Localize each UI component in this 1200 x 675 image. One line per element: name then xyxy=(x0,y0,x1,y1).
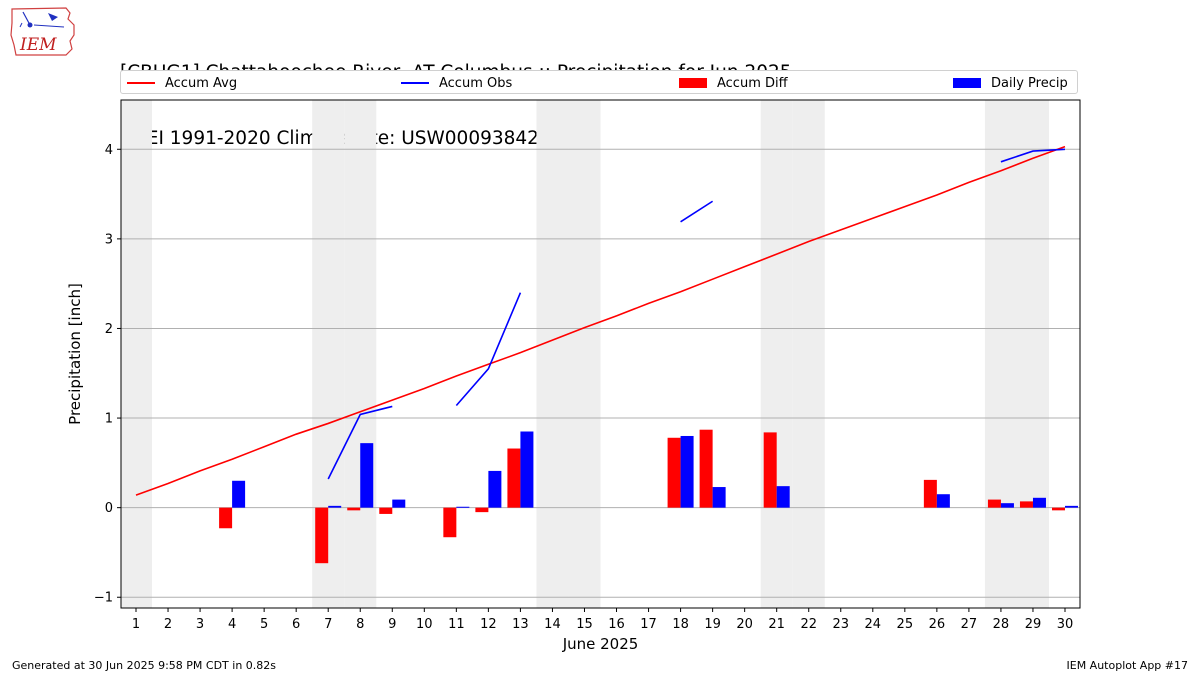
tick-label-x-6: 6 xyxy=(292,617,300,632)
bar-accum-diff-21 xyxy=(763,432,777,508)
y-axis-label: Precipitation [inch] xyxy=(66,283,84,425)
tick-label-x-7: 7 xyxy=(324,617,332,632)
tick-label-y--1: −1 xyxy=(94,591,113,606)
legend-label-accum-obs: Accum Obs xyxy=(439,75,513,91)
legend-swatch-daily-precip xyxy=(953,78,981,88)
bar-daily-precip-9 xyxy=(392,499,406,508)
legend-swatch-accum-diff xyxy=(679,78,707,88)
bar-accum-diff-18 xyxy=(667,437,681,508)
bar-daily-precip-12 xyxy=(488,470,502,508)
bar-accum-diff-11 xyxy=(443,507,457,538)
bar-accum-diff-13 xyxy=(507,448,521,508)
tick-label-x-13: 13 xyxy=(512,617,529,632)
bar-daily-precip-30 xyxy=(1065,505,1078,508)
tick-label-x-17: 17 xyxy=(640,617,657,632)
bar-accum-diff-19 xyxy=(699,429,713,508)
tick-label-x-25: 25 xyxy=(897,617,914,632)
tick-label-x-9: 9 xyxy=(388,617,396,632)
weekend-shade-8 xyxy=(344,100,377,608)
line-accum-obs-segment-2 xyxy=(680,200,714,223)
tick-label-x-23: 23 xyxy=(832,617,849,632)
bar-accum-diff-28 xyxy=(987,499,1001,508)
tick-label-x-2: 2 xyxy=(164,617,172,632)
bar-accum-diff-9 xyxy=(379,507,393,514)
tick-label-y-2: 2 xyxy=(105,322,113,337)
legend-label-daily-precip: Daily Precip xyxy=(991,75,1068,91)
iowa-map-outline xyxy=(10,7,75,56)
bar-accum-diff-7 xyxy=(315,507,329,564)
footer-app-id: IEM Autoplot App #17 xyxy=(1066,659,1189,672)
legend-swatch-accum-avg xyxy=(127,82,155,84)
bar-accum-diff-8 xyxy=(347,507,361,511)
tick-label-x-12: 12 xyxy=(480,617,497,632)
x-axis-label: June 2025 xyxy=(562,635,639,653)
legend-item-daily-precip: Daily Precip xyxy=(953,74,1068,92)
bar-daily-precip-4 xyxy=(232,480,246,508)
tick-label-x-10: 10 xyxy=(416,617,433,632)
tick-label-y-1: 1 xyxy=(105,412,113,427)
weekend-shade-14 xyxy=(536,100,569,608)
bar-accum-diff-4 xyxy=(219,507,233,529)
bar-daily-precip-28 xyxy=(1000,503,1014,508)
bar-daily-precip-8 xyxy=(360,443,374,508)
bar-daily-precip-19 xyxy=(712,487,726,508)
bar-accum-diff-30 xyxy=(1052,507,1065,511)
line-accum-obs-segment-1 xyxy=(455,292,522,407)
bar-accum-diff-12 xyxy=(475,507,489,513)
bar-daily-precip-7 xyxy=(328,505,342,508)
line-accum-obs-segment-3 xyxy=(1000,148,1066,163)
weekend-shade-29 xyxy=(1016,100,1049,608)
weekend-shade-28 xyxy=(984,100,1017,608)
bar-daily-precip-11 xyxy=(456,506,470,508)
weekend-shade-15 xyxy=(568,100,601,608)
legend-item-accum-obs: Accum Obs xyxy=(401,74,512,92)
tick-label-y-0: 0 xyxy=(105,501,113,516)
tick-label-x-19: 19 xyxy=(704,617,721,632)
tick-label-x-27: 27 xyxy=(961,617,978,632)
bar-accum-diff-26 xyxy=(923,479,937,508)
tick-label-x-18: 18 xyxy=(672,617,689,632)
line-accum-obs-segment-0 xyxy=(327,405,393,480)
tick-label-y-4: 4 xyxy=(105,143,113,158)
tick-label-x-28: 28 xyxy=(993,617,1010,632)
bar-daily-precip-26 xyxy=(936,494,950,508)
weekend-shade-22 xyxy=(792,100,825,608)
tick-label-x-5: 5 xyxy=(260,617,268,632)
legend-item-accum-avg: Accum Avg xyxy=(127,74,237,92)
tick-label-x-24: 24 xyxy=(865,617,882,632)
tick-label-x-30: 30 xyxy=(1057,617,1074,632)
tick-label-x-22: 22 xyxy=(800,617,817,632)
tick-label-y-3: 3 xyxy=(105,232,113,247)
tick-label-x-26: 26 xyxy=(929,617,946,632)
legend-swatch-accum-obs xyxy=(401,82,429,84)
iem-logo-text: IEM xyxy=(19,35,57,55)
tick-label-x-4: 4 xyxy=(228,617,236,632)
tick-label-x-8: 8 xyxy=(356,617,364,632)
footer-generated: Generated at 30 Jun 2025 9:58 PM CDT in … xyxy=(12,659,277,672)
weekend-shade-1 xyxy=(121,100,153,608)
line-accum-avg-segment-0 xyxy=(135,145,1066,496)
tick-label-x-11: 11 xyxy=(448,617,465,632)
tick-label-x-15: 15 xyxy=(576,617,593,632)
bar-daily-precip-13 xyxy=(520,431,534,508)
tick-label-x-20: 20 xyxy=(736,617,753,632)
tick-label-x-1: 1 xyxy=(132,617,140,632)
tick-label-x-29: 29 xyxy=(1025,617,1042,632)
legend-item-accum-diff: Accum Diff xyxy=(679,74,788,92)
tick-label-x-3: 3 xyxy=(196,617,204,632)
bar-accum-diff-29 xyxy=(1019,501,1033,508)
legend-label-accum-diff: Accum Diff xyxy=(717,75,788,91)
plot-frame xyxy=(120,99,1081,609)
iem-logo: IEM xyxy=(8,5,80,59)
tick-label-x-14: 14 xyxy=(544,617,561,632)
tick-label-x-21: 21 xyxy=(768,617,785,632)
chart-legend: Accum Avg Accum Obs Accum Diff Daily Pre… xyxy=(120,70,1078,94)
weekend-shade-21 xyxy=(760,100,793,608)
bar-daily-precip-18 xyxy=(680,435,694,508)
legend-label-accum-avg: Accum Avg xyxy=(165,75,238,91)
bar-daily-precip-21 xyxy=(776,486,790,508)
tick-label-x-16: 16 xyxy=(608,617,625,632)
bar-daily-precip-29 xyxy=(1032,497,1046,508)
